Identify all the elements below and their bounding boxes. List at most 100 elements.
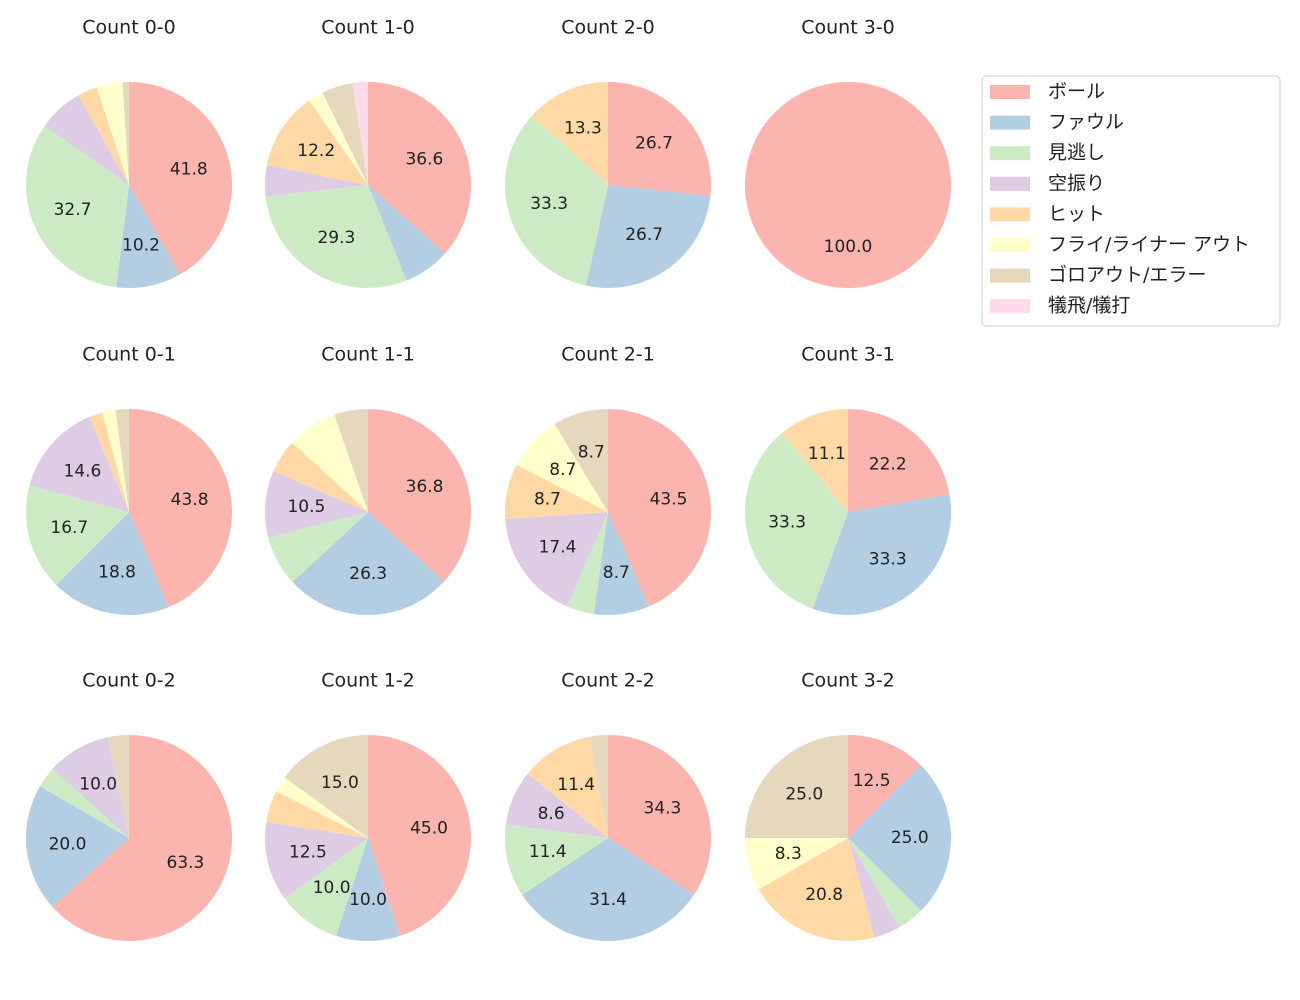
slice-label: 12.5 [853, 771, 891, 791]
pie-slice [848, 838, 921, 928]
pie-slice [89, 412, 129, 512]
pie-slice [812, 494, 951, 615]
pie-slice [781, 409, 848, 512]
pie-slice [26, 126, 130, 288]
legend-label: 空振り [1048, 172, 1105, 194]
pie-slice [505, 512, 608, 607]
slice-label: 41.8 [170, 159, 208, 179]
pie-slice [336, 838, 400, 941]
slice-label: 26.3 [349, 564, 387, 584]
pie-slice [29, 416, 129, 512]
slice-label: 15.0 [321, 773, 359, 793]
pie-slice [352, 82, 368, 185]
slice-label: 45.0 [410, 818, 448, 838]
pie-slice [531, 82, 608, 185]
slice-label: 11.4 [557, 775, 595, 795]
pie-slice [265, 821, 368, 899]
pie-slice [265, 471, 368, 538]
legend-swatch [990, 146, 1030, 161]
pie-slice [265, 185, 407, 289]
slice-label: 100.0 [824, 237, 873, 257]
slice-label: 8.6 [538, 804, 565, 824]
slice-label: 8.3 [775, 844, 802, 864]
pie-slice [527, 736, 608, 838]
slice-label: 20.0 [49, 834, 87, 854]
pie-slice [516, 424, 608, 512]
slice-label: 18.8 [98, 563, 136, 583]
pie-slice [52, 737, 129, 838]
pie-slice [96, 82, 129, 185]
legend-swatch [990, 238, 1030, 252]
slice-label: 8.7 [578, 442, 605, 462]
pie-slice [266, 100, 368, 185]
pie-slice [758, 838, 875, 941]
pie-slice [56, 512, 169, 615]
legend-swatch [990, 85, 1030, 99]
slice-label: 34.3 [644, 799, 682, 819]
pie-slice [334, 409, 368, 512]
legend-swatch [990, 115, 1030, 130]
pie-slice [589, 735, 608, 838]
chart-title: Count 0-2 [82, 670, 176, 692]
pie-slice [284, 838, 368, 936]
chart-title: Count 0-0 [82, 17, 176, 39]
pie-slice [505, 464, 608, 520]
slice-label: 11.4 [529, 842, 567, 862]
slice-label: 10.0 [349, 890, 387, 910]
pie-slice [745, 433, 848, 609]
slice-label: 32.7 [54, 200, 92, 220]
pie-slice [567, 512, 608, 615]
pie-slice [129, 409, 232, 608]
pie-slice [848, 838, 900, 938]
slice-label: 26.7 [635, 134, 673, 154]
pie-slice [608, 735, 712, 895]
pie-slice [368, 185, 445, 281]
slice-label: 11.1 [808, 444, 846, 464]
pie-slice [608, 409, 711, 607]
pie-slice [848, 765, 951, 911]
slice-label: 12.5 [289, 842, 327, 862]
slice-label: 29.3 [317, 228, 355, 248]
legend-label: 見逃し [1048, 142, 1105, 164]
chart-title: Count 1-1 [321, 344, 415, 366]
slice-label: 8.7 [603, 563, 630, 583]
chart-title: Count 3-2 [801, 670, 895, 692]
pie-slice [522, 838, 694, 942]
pie-slice [266, 791, 368, 838]
legend-label: 犠飛/犠打 [1048, 295, 1130, 317]
legend-label: フライ/ライナー アウト [1048, 234, 1250, 256]
slice-label: 10.0 [79, 774, 117, 794]
pie-slice [848, 409, 950, 512]
slice-label: 36.6 [405, 150, 443, 170]
chart-title: Count 2-1 [561, 344, 655, 366]
legend-label: ボール [1048, 81, 1105, 103]
pie-slice [284, 735, 368, 838]
slice-label: 26.7 [625, 225, 663, 245]
pie-slice [505, 773, 608, 838]
pie-slice [505, 824, 608, 895]
pie-slice [368, 735, 471, 936]
pie-slice [107, 735, 129, 838]
pie-slice [309, 92, 368, 185]
legend-swatch [990, 268, 1030, 283]
pie-slice [745, 735, 848, 838]
pie-slice [368, 82, 471, 254]
chart-title: Count 1-2 [321, 670, 415, 692]
pie-slice [368, 409, 471, 582]
pie-slice [554, 409, 608, 512]
pie-slice [745, 82, 951, 288]
pie-slice [608, 82, 711, 196]
slice-label: 33.3 [869, 549, 907, 569]
pie-slice [505, 115, 608, 286]
legend-box [981, 75, 1281, 327]
slice-label: 16.7 [50, 518, 88, 538]
slice-label: 14.6 [64, 461, 102, 481]
slice-label: 43.5 [650, 489, 688, 509]
pie-slice [129, 82, 232, 275]
slice-label: 12.2 [297, 141, 335, 161]
pie-slice [593, 512, 649, 615]
legend-swatch [990, 207, 1030, 222]
pie-slice [44, 95, 129, 185]
pie-slice [122, 82, 129, 185]
